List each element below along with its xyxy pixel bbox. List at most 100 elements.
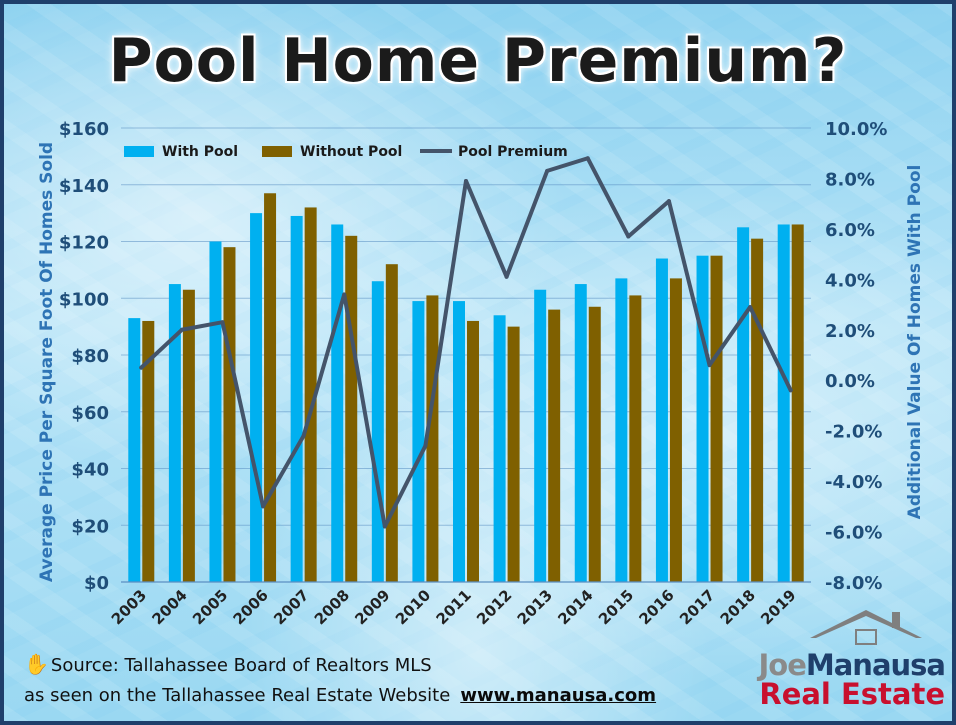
y2-tick-label: -2.0% bbox=[825, 422, 882, 443]
seen-text: as seen on the Tallahassee Real Estate W… bbox=[24, 685, 451, 706]
legend-label-with-pool: With Pool bbox=[162, 144, 238, 160]
seen-on-note: as seen on the Tallahassee Real Estate W… bbox=[24, 685, 656, 706]
bar-without-pool-2008 bbox=[345, 235, 358, 582]
bar-without-pool-2005 bbox=[223, 247, 236, 583]
bar-with-pool-2015 bbox=[615, 278, 628, 582]
y2-tick-label: 0.0% bbox=[825, 371, 875, 392]
legend-label-pool-premium: Pool Premium bbox=[458, 144, 568, 160]
y2-tick-label: 10.0% bbox=[825, 119, 887, 140]
bar-with-pool-2003 bbox=[128, 318, 141, 582]
y2-axis-title: Additional Value Of Homes With Pool bbox=[905, 165, 925, 520]
y-tick-label: $80 bbox=[71, 346, 109, 367]
bar-without-pool-2018 bbox=[751, 238, 764, 582]
bar-with-pool-2018 bbox=[737, 227, 750, 582]
y-tick-label: $140 bbox=[59, 176, 109, 197]
x-tick-label: 2012 bbox=[473, 586, 515, 628]
x-tick-label: 2013 bbox=[514, 586, 556, 628]
bar-with-pool-2013 bbox=[534, 289, 547, 582]
bar-with-pool-2017 bbox=[696, 255, 709, 582]
y-tick-label: $20 bbox=[71, 516, 109, 537]
y2-tick-label: 2.0% bbox=[825, 321, 875, 342]
x-tick-label: 2004 bbox=[148, 586, 190, 628]
legend-swatch-with-pool bbox=[124, 146, 154, 157]
bar-with-pool-2009 bbox=[371, 281, 384, 582]
premium-point-2013 bbox=[545, 168, 550, 173]
premium-point-2012 bbox=[504, 274, 509, 279]
bar-without-pool-2011 bbox=[467, 320, 479, 582]
y-tick-label: $100 bbox=[59, 289, 109, 310]
pool-premium-line bbox=[139, 156, 793, 529]
bars bbox=[128, 193, 804, 583]
bar-with-pool-2007 bbox=[290, 215, 303, 582]
legend: With Pool Without Pool Pool Premium bbox=[124, 144, 568, 160]
bar-without-pool-2006 bbox=[264, 193, 277, 582]
y-tick-label: $40 bbox=[71, 460, 109, 481]
bar-without-pool-2015 bbox=[629, 295, 642, 582]
source-note: ✋ Source: Tallahassee Board of Realtors M… bbox=[24, 652, 432, 676]
bar-without-pool-2010 bbox=[426, 295, 439, 582]
bar-with-pool-2010 bbox=[412, 301, 425, 582]
premium-point-2010 bbox=[423, 443, 428, 448]
y-axis-title: Average Price Per Square Foot Of Homes S… bbox=[37, 142, 57, 582]
x-tick-label: 2011 bbox=[433, 586, 475, 628]
logo-name: JoeManausa bbox=[740, 648, 946, 682]
hand-icon: ✋ bbox=[24, 652, 49, 676]
x-tick-label: 2007 bbox=[270, 586, 312, 628]
premium-point-2018 bbox=[748, 305, 753, 310]
x-tick-label: 2015 bbox=[595, 586, 637, 628]
legend-swatch-without-pool bbox=[262, 146, 292, 157]
y2-tick-label: -6.0% bbox=[825, 523, 882, 544]
bar-without-pool-2003 bbox=[142, 320, 155, 582]
premium-point-2009 bbox=[382, 524, 387, 529]
premium-point-2014 bbox=[585, 156, 590, 161]
x-tick-label: 2014 bbox=[554, 586, 596, 628]
x-tick-label: 2016 bbox=[636, 586, 678, 628]
x-tick-label: 2006 bbox=[230, 586, 272, 628]
x-tick-label: 2010 bbox=[392, 586, 434, 628]
chart-title: Pool Home Premium? bbox=[108, 26, 848, 96]
premium-point-2015 bbox=[626, 234, 631, 239]
x-tick-label: 2009 bbox=[351, 586, 393, 628]
logo-tagline: Real Estate bbox=[759, 677, 945, 711]
bar-with-pool-2016 bbox=[655, 258, 668, 582]
premium-point-2007 bbox=[301, 433, 306, 438]
y2-tick-label: 8.0% bbox=[825, 169, 875, 190]
premium-point-2008 bbox=[342, 292, 347, 297]
premium-point-2011 bbox=[464, 178, 468, 183]
premium-point-2017 bbox=[707, 363, 712, 368]
legend-label-without-pool: Without Pool bbox=[300, 144, 402, 160]
chart-canvas: $0 $20 $40 $60 $80 $100 $120 $140 $160 -8.0% -6.0%… bbox=[37, 119, 925, 628]
premium-point-2006 bbox=[261, 504, 266, 509]
x-tick-label: 2005 bbox=[189, 586, 231, 628]
house-icon bbox=[810, 610, 922, 645]
bar-with-pool-2011 bbox=[453, 301, 465, 582]
y-tick-label: $60 bbox=[71, 403, 109, 424]
premium-point-2019 bbox=[788, 388, 793, 393]
x-tick-label: 2003 bbox=[108, 586, 150, 628]
bar-without-pool-2009 bbox=[385, 264, 398, 582]
y2-tick-label: -8.0% bbox=[825, 573, 882, 594]
y-tick-label: $0 bbox=[84, 573, 109, 594]
website-link[interactable]: www.manausa.com bbox=[460, 685, 657, 706]
source-text: Source: Tallahassee Board of Realtors ML… bbox=[50, 655, 432, 676]
bar-without-pool-2019 bbox=[791, 224, 804, 582]
bar-without-pool-2013 bbox=[548, 309, 561, 582]
bar-with-pool-2014 bbox=[574, 284, 587, 582]
y2-tick-label: 6.0% bbox=[825, 220, 875, 241]
bar-without-pool-2014 bbox=[588, 306, 601, 582]
bar-without-pool-2007 bbox=[304, 207, 317, 582]
premium-point-2016 bbox=[666, 199, 671, 204]
bar-without-pool-2017 bbox=[710, 255, 723, 582]
premium-point-2005 bbox=[220, 320, 225, 325]
logo-second: Manausa bbox=[805, 648, 946, 682]
y2-tick-label: 4.0% bbox=[825, 270, 875, 291]
y-tick-label: $120 bbox=[59, 233, 109, 254]
bar-without-pool-2016 bbox=[669, 278, 682, 582]
x-tick-label: 2017 bbox=[676, 586, 718, 628]
bar-with-pool-2012 bbox=[493, 315, 506, 582]
bar-with-pool-2006 bbox=[250, 213, 263, 582]
logo-first: Joe bbox=[758, 648, 806, 682]
bar-without-pool-2012 bbox=[507, 326, 520, 582]
bar-with-pool-2004 bbox=[168, 284, 181, 582]
